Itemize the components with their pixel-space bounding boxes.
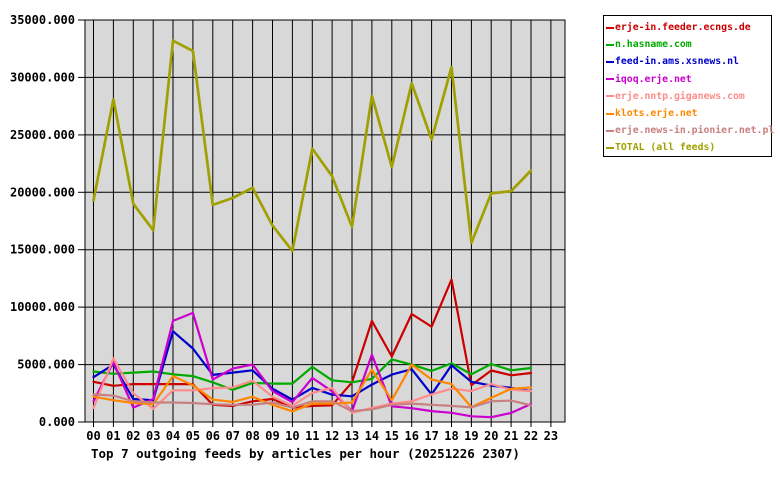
legend-item-feed-in-ams-xsnews-nl: feed-in.ams.xsnews.nl xyxy=(606,53,769,70)
legend-line-sample-icon xyxy=(606,112,614,115)
plot-frame xyxy=(84,19,566,423)
x-tick-label: 21 xyxy=(504,429,518,443)
y-tick-label: 20000.000 xyxy=(10,185,75,199)
series-line-n-hasname-com xyxy=(92,358,533,391)
legend-label: iqoq.erje.net xyxy=(615,73,692,85)
legend-label: erje.news-in.pionier.net.pl xyxy=(615,125,775,137)
x-tick-label: 15 xyxy=(385,429,399,443)
legend-label: erje.nntp.giganews.com xyxy=(615,90,745,102)
legend-line-sample-icon xyxy=(606,78,614,81)
legend-label: n.hasname.com xyxy=(615,39,692,51)
series-line-feed-in-ams-xsnews-nl xyxy=(92,330,533,402)
x-tick-label: 04 xyxy=(166,429,180,443)
x-tick-label: 01 xyxy=(106,429,120,443)
y-tick-label: 10000.000 xyxy=(10,300,75,314)
legend-item-total-all-feeds-: TOTAL (all feeds) xyxy=(606,139,769,156)
legend-line-sample-icon xyxy=(606,60,614,63)
x-tick-label: 07 xyxy=(225,429,239,443)
y-tick-label: 25000.000 xyxy=(10,128,75,142)
chart-title: Top 7 outgoing feeds by articles per hou… xyxy=(91,446,520,461)
x-tick-label: 03 xyxy=(146,429,160,443)
x-tick-label: 19 xyxy=(464,429,478,443)
legend: erje-in.feeder.ecngs.de n.hasname.com feed… xyxy=(603,15,774,157)
x-tick-label: 23 xyxy=(544,429,558,443)
x-tick-label: 00 xyxy=(86,429,100,443)
series-line-erje-nntp-giganews-com xyxy=(92,357,533,414)
legend-line-sample-icon xyxy=(606,146,614,149)
legend-item-klots-erje-net: klots.erje.net xyxy=(606,105,769,122)
legend-item-erje-nntp-giganews-com: erje.nntp.giganews.com xyxy=(606,88,769,105)
x-tick-label: 02 xyxy=(126,429,140,443)
y-tick-label: 35000.000 xyxy=(10,13,75,27)
legend-line-sample-icon xyxy=(606,26,614,29)
y-tick-label: 0.000 xyxy=(39,415,75,429)
series-line-total-all-feeds- xyxy=(92,39,533,253)
x-tick-label: 12 xyxy=(325,429,339,443)
x-tick-label: 16 xyxy=(404,429,418,443)
x-tick-label: 05 xyxy=(186,429,200,443)
legend-line-sample-icon xyxy=(606,43,614,46)
x-tick-label: 11 xyxy=(305,429,319,443)
y-tick-label: 30000.000 xyxy=(10,70,75,84)
legend-label: erje-in.feeder.ecngs.de xyxy=(615,22,751,34)
x-tick-label: 20 xyxy=(484,429,498,443)
series-line-klots-erje-net xyxy=(92,363,533,413)
x-tick-label: 18 xyxy=(444,429,458,443)
x-tick-label: 08 xyxy=(245,429,259,443)
x-tick-label: 14 xyxy=(365,429,379,443)
x-tick-label: 13 xyxy=(345,429,359,443)
x-tick-label: 10 xyxy=(285,429,299,443)
legend-item-iqoq-erje-net: iqoq.erje.net xyxy=(606,71,769,88)
x-tick-label: 09 xyxy=(265,429,279,443)
legend-line-sample-icon xyxy=(606,95,614,98)
series-line-iqoq-erje-net xyxy=(92,311,533,419)
plot-background xyxy=(85,20,565,422)
series-line-erje-news-in-pionier-net-pl xyxy=(92,393,533,413)
legend-label: TOTAL (all feeds) xyxy=(615,142,716,154)
legend-item-erje-news-in-pionier-net-pl: erje.news-in.pionier.net.pl xyxy=(606,122,774,139)
x-tick-label: 06 xyxy=(206,429,220,443)
y-tick-label: 5000.000 xyxy=(17,358,75,372)
legend-item-erje-in-feeder-ecngs-de: erje-in.feeder.ecngs.de xyxy=(606,19,769,36)
legend-line-sample-icon xyxy=(606,129,614,132)
x-tick-label: 22 xyxy=(524,429,538,443)
legend-item-n-hasname-com: n.hasname.com xyxy=(606,36,769,53)
legend-label: klots.erje.net xyxy=(615,108,698,120)
y-tick-label: 15000.000 xyxy=(10,243,75,257)
x-tick-label: 17 xyxy=(424,429,438,443)
legend-label: feed-in.ams.xsnews.nl xyxy=(615,56,739,68)
